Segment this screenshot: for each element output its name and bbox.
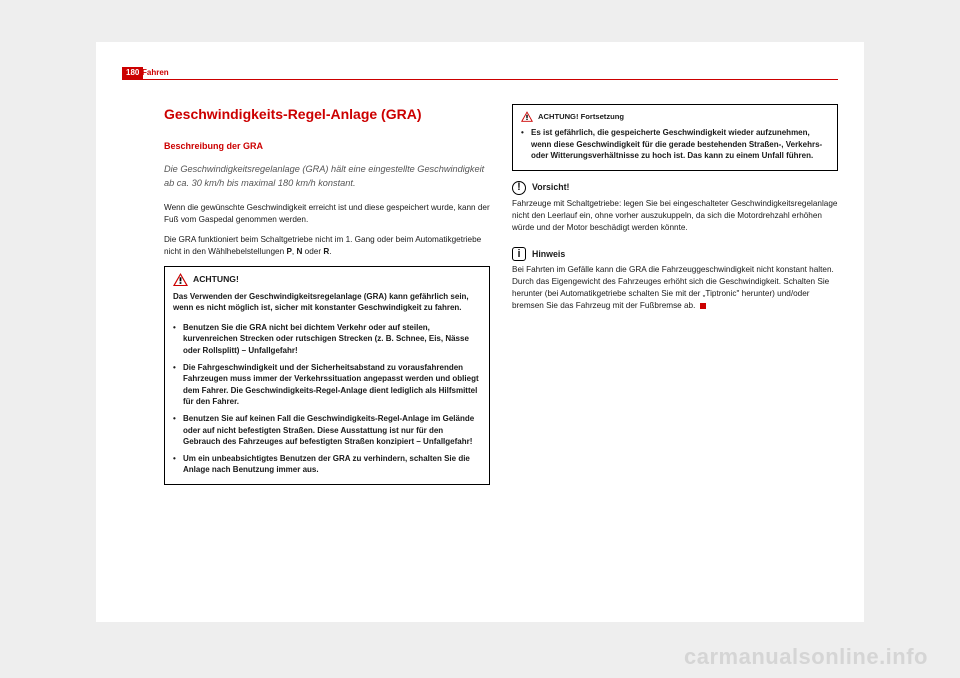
achtung-item: Um ein unbeabsichtigtes Benutzen der GRA… <box>173 453 481 476</box>
lead-paragraph: Die Geschwindigkeitsregelanlage (GRA) hä… <box>164 163 490 190</box>
achtung-item: Die Fahrgeschwindigkeit und der Sicherhe… <box>173 362 481 408</box>
page-number: 180 <box>122 67 143 79</box>
achtung-title: ACHTUNG! <box>193 273 239 285</box>
achtung-item: Benutzen Sie auf keinen Fall die Geschwi… <box>173 413 481 448</box>
page-title: Geschwindigkeits-Regel-Anlage (GRA) <box>164 104 490 124</box>
hinweis-title: Hinweis <box>532 248 565 261</box>
left-column: Geschwindigkeits-Regel-Anlage (GRA) Besc… <box>164 104 490 602</box>
achtung-list: Benutzen Sie die GRA nicht bei dichtem V… <box>173 322 481 476</box>
hinweis-header: i Hinweis <box>512 247 838 261</box>
vorsicht-body: Fahrzeuge mit Schaltgetriebe: legen Sie … <box>512 198 838 234</box>
achtung-cont-header: ACHTUNG! Fortsetzung <box>521 111 829 122</box>
text: . <box>329 247 331 256</box>
achtung-cont-box: ACHTUNG! Fortsetzung Es ist gefährlich, … <box>512 104 838 171</box>
achtung-cont-list: Es ist gefährlich, die gespeicherte Gesc… <box>521 127 829 162</box>
section-subtitle: Beschreibung der GRA <box>164 140 490 153</box>
end-marker-icon <box>700 303 706 309</box>
achtung-cont-item: Es ist gefährlich, die gespeicherte Gesc… <box>521 127 829 162</box>
achtung-item: Benutzen Sie die GRA nicht bei dichtem V… <box>173 322 481 357</box>
paragraph: Die GRA funktioniert beim Schaltgetriebe… <box>164 234 490 258</box>
section-name: Fahren <box>142 68 169 77</box>
caution-icon: ! <box>512 181 526 195</box>
achtung-header: ACHTUNG! <box>173 273 481 286</box>
info-icon: i <box>512 247 526 261</box>
warning-triangle-icon <box>521 111 533 122</box>
watermark: carmanualsonline.info <box>684 644 928 670</box>
content-columns: Geschwindigkeits-Regel-Anlage (GRA) Besc… <box>164 104 838 602</box>
text: oder <box>302 247 323 256</box>
paragraph: Wenn die gewünschte Geschwindigkeit erre… <box>164 202 490 226</box>
achtung-intro: Das Verwenden der Geschwindigkeitsregela… <box>173 291 481 314</box>
right-column: ACHTUNG! Fortsetzung Es ist gefährlich, … <box>512 104 838 602</box>
page: 180 Fahren Geschwindigkeits-Regel-Anlage… <box>96 42 864 622</box>
achtung-box: ACHTUNG! Das Verwenden der Geschwindigke… <box>164 266 490 485</box>
vorsicht-header: ! Vorsicht! <box>512 181 838 195</box>
achtung-cont-title: ACHTUNG! Fortsetzung <box>538 111 624 122</box>
hinweis-text: Bei Fahrten im Gefälle kann die GRA die … <box>512 265 834 310</box>
vorsicht-title: Vorsicht! <box>532 181 569 194</box>
hinweis-body: Bei Fahrten im Gefälle kann die GRA die … <box>512 264 838 312</box>
page-header: 180 Fahren <box>96 67 864 81</box>
header-rule <box>122 79 838 80</box>
warning-triangle-icon <box>173 273 188 286</box>
